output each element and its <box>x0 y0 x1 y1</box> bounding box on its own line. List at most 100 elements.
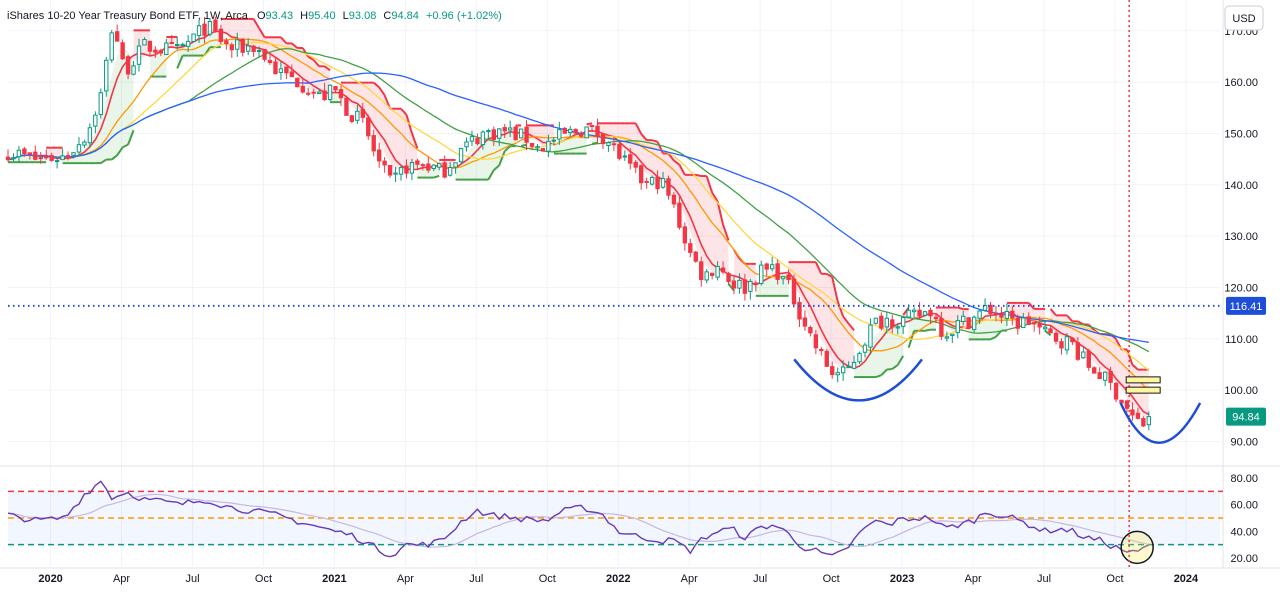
candle-body <box>671 194 677 205</box>
candle <box>76 137 82 157</box>
candle-body <box>971 316 977 331</box>
ribbon-edge <box>814 261 823 275</box>
candle <box>409 158 415 181</box>
candle <box>802 310 808 331</box>
ribbon-fill <box>712 192 718 274</box>
candle-body <box>595 125 600 137</box>
candle <box>775 259 780 285</box>
candle-body <box>415 160 420 165</box>
ribbon-edge <box>957 306 964 311</box>
candle-body <box>376 149 382 162</box>
candle-body <box>387 165 393 176</box>
candle-body <box>589 124 595 127</box>
level-price-label: 116.41 <box>1230 301 1263 313</box>
candle <box>185 35 191 53</box>
candle-body <box>939 318 944 337</box>
candle-body <box>759 264 764 284</box>
candle-body <box>819 349 824 352</box>
ribbon-fill <box>897 322 904 366</box>
candle <box>693 250 698 263</box>
candle-body <box>49 155 54 161</box>
candle-body <box>398 167 404 175</box>
candle <box>1146 411 1152 431</box>
candle-body <box>578 133 584 137</box>
candle <box>737 273 742 294</box>
candle-body <box>316 91 322 95</box>
candle <box>1064 333 1070 355</box>
candle <box>415 158 420 170</box>
candle <box>431 164 436 172</box>
candle <box>966 317 971 329</box>
candle <box>371 129 376 157</box>
ribbon-edge <box>1044 330 1052 337</box>
candle <box>595 118 600 144</box>
candle <box>879 312 884 331</box>
candle <box>578 130 584 138</box>
change-value: +0.96 (+1.02%) <box>426 10 502 22</box>
candle-body <box>453 162 458 168</box>
candle <box>617 142 622 161</box>
candle-body <box>251 45 256 52</box>
ribbon-fill <box>379 87 385 154</box>
candle-body <box>191 33 196 42</box>
candle-body <box>158 50 164 54</box>
ribbon-fill <box>117 48 123 156</box>
candle-body <box>573 128 578 134</box>
candle <box>393 166 398 183</box>
candle-body <box>1070 337 1075 343</box>
candle <box>808 325 813 337</box>
ribbon-fill <box>810 262 816 332</box>
candle-body <box>928 309 933 317</box>
high-label: H <box>300 10 308 22</box>
ribbon-edge <box>127 129 135 145</box>
ribbon-edge <box>673 159 680 166</box>
candle <box>759 260 764 286</box>
candle-body <box>344 97 349 116</box>
candle-body <box>666 178 671 196</box>
candle <box>1086 348 1091 371</box>
ribbon-edge <box>705 175 714 193</box>
time-tick-label: 2021 <box>322 573 346 585</box>
rsi-highlight-circle <box>1120 530 1154 565</box>
ribbon-edge <box>886 367 893 371</box>
candle-body <box>27 152 33 155</box>
candle <box>142 37 147 46</box>
candle-body <box>622 155 627 158</box>
candle <box>240 38 245 57</box>
candle-body <box>786 274 791 281</box>
ribbon-edge <box>1131 364 1139 371</box>
candle <box>922 310 928 317</box>
candle-body <box>1032 322 1037 325</box>
candle <box>649 175 655 186</box>
candle <box>16 145 22 163</box>
candle <box>218 24 224 45</box>
candle <box>562 126 567 134</box>
candle-body <box>900 317 906 327</box>
candle-body <box>780 275 786 280</box>
ribbon-edge <box>433 174 440 179</box>
candle <box>202 17 207 44</box>
candle <box>93 111 98 134</box>
candle <box>87 123 93 148</box>
candle-body <box>267 60 273 64</box>
candle-body <box>830 366 835 376</box>
candle-body <box>278 68 284 73</box>
currency-button[interactable]: USD <box>1224 5 1264 31</box>
candle <box>1097 367 1102 380</box>
candle <box>742 273 748 301</box>
ribbon-edge <box>176 55 184 69</box>
ribbon-edge <box>400 108 408 116</box>
candle <box>824 348 829 367</box>
candle <box>1113 382 1119 403</box>
candle-body <box>633 161 638 168</box>
candle-body <box>420 164 426 167</box>
candle <box>11 153 16 162</box>
candle <box>207 18 213 37</box>
candle-body <box>114 31 120 42</box>
candle-body <box>868 324 873 348</box>
ribbon-fill <box>673 160 680 202</box>
candle-body <box>1059 341 1064 349</box>
candle <box>688 238 693 258</box>
candle-body <box>322 90 327 101</box>
time-tick-label: Jul <box>469 573 483 585</box>
